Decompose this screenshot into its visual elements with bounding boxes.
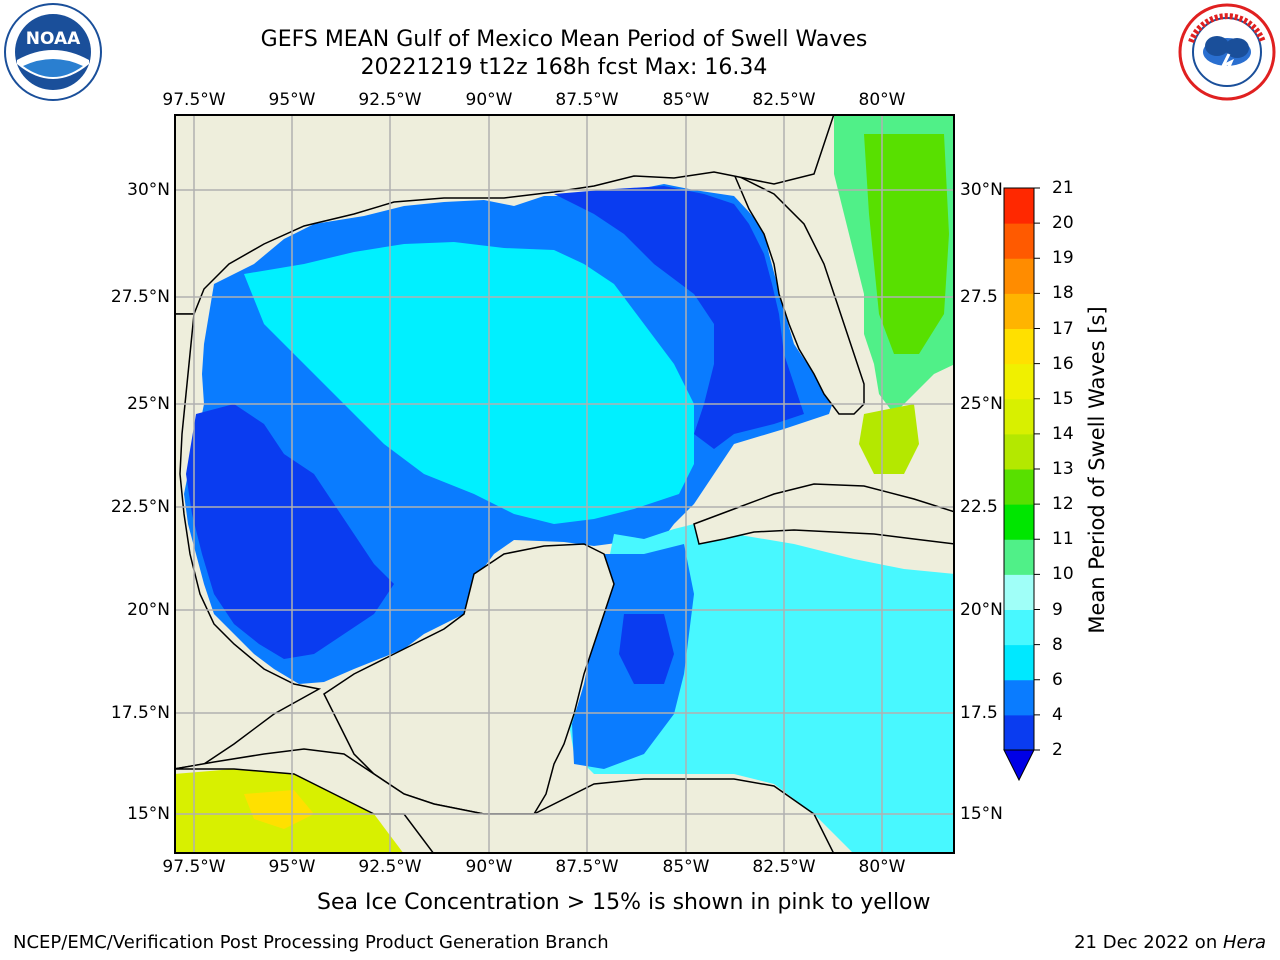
lon-tick-top: 95°W — [268, 90, 316, 110]
lat-tick-right: 20°N — [960, 600, 1003, 620]
atlantic-brightgreen-region — [864, 134, 949, 354]
colorbar-segment — [1004, 644, 1034, 681]
colorbar-tick-label: 11 — [1052, 529, 1074, 550]
lon-tick-top: 85°W — [662, 90, 710, 110]
colorbar-segment — [1004, 223, 1034, 259]
lon-tick-top: 90°W — [465, 90, 513, 110]
lat-tick-right: 15°N — [960, 804, 1003, 824]
footer-host: Hera — [1222, 932, 1266, 953]
colorbar-extend-min — [1003, 749, 1035, 782]
lon-tick-bottom: 82.5°W — [752, 857, 816, 877]
noaa-logo-text: NOAA — [26, 29, 81, 49]
north-gulf-coast-landmass — [174, 114, 955, 315]
footer-date: 21 Dec 2022 on Hera — [1074, 932, 1266, 953]
colorbar-tick-label: 2 — [1052, 740, 1063, 760]
lat-tick-left: 27.5°N — [110, 287, 170, 307]
lat-tick-left: 22.5°N — [110, 497, 170, 517]
lat-tick-right: 25°N — [960, 394, 1003, 414]
nws-logo-icon — [1178, 3, 1276, 101]
colorbar-segment — [1004, 469, 1034, 505]
lon-tick-top: 82.5°W — [752, 90, 816, 110]
colorbar-tick-label: 14 — [1052, 423, 1074, 444]
map-frame — [174, 114, 955, 854]
mexico-coast-landmass — [174, 313, 322, 770]
colorbar-tick-label: 9 — [1052, 599, 1063, 620]
colorbar-segment — [1004, 539, 1034, 575]
colorbar-segment — [1004, 679, 1034, 716]
colorbar-tick-label: 17 — [1052, 318, 1074, 339]
chart-title: GEFS MEAN Gulf of Mexico Mean Period of … — [260, 27, 868, 52]
colorbar-tick-label: 16 — [1052, 353, 1074, 374]
footer-date-text: 21 Dec 2022 on — [1074, 932, 1223, 953]
gulf-cyan-core — [244, 242, 694, 524]
colorbar-segment — [1004, 714, 1034, 751]
colorbar-segment — [1004, 363, 1034, 400]
colorbar-tick-label: 6 — [1052, 669, 1063, 690]
colorbar-tick-label: 20 — [1052, 213, 1074, 234]
colorbar-tick-label: 8 — [1052, 634, 1063, 655]
colorbar-tick-label: 10 — [1052, 564, 1074, 585]
colorbar-segment — [1004, 609, 1034, 646]
map-panel — [174, 114, 955, 854]
lon-tick-bottom: 87.5°W — [555, 857, 619, 877]
lon-tick-bottom: 92.5°W — [358, 857, 422, 877]
central-america-landmass — [174, 748, 835, 854]
colorbar-segment — [1004, 258, 1034, 294]
caribbean-darkblue-patch — [619, 614, 674, 684]
colorbar-tick-label: 21 — [1052, 178, 1074, 198]
colorbar-tick-label: 19 — [1052, 248, 1074, 269]
lat-tick-left: 17.5°N — [110, 703, 170, 723]
colorbar-segment — [1004, 188, 1034, 224]
lat-tick-left: 20°N — [127, 600, 170, 620]
lon-tick-top: 87.5°W — [555, 90, 619, 110]
lat-tick-right: 22.5 — [960, 497, 998, 517]
footer-producer: NCEP/EMC/Verification Post Processing Pr… — [13, 932, 609, 953]
colorbar-segment — [1004, 504, 1034, 540]
colorbar — [1003, 187, 1040, 782]
lat-tick-left: 30°N — [127, 180, 170, 200]
colorbar-segment — [1004, 574, 1034, 610]
colorbar-segment — [1004, 293, 1034, 329]
colorbar-tick-label: 4 — [1052, 704, 1063, 725]
lon-tick-bottom: 80°W — [858, 857, 906, 877]
colorbar-segment — [1004, 433, 1034, 470]
lon-tick-bottom: 90°W — [465, 857, 513, 877]
colorbar-tick-label: 12 — [1052, 494, 1074, 515]
lat-tick-left: 25°N — [127, 394, 170, 414]
colorbar-segment — [1004, 398, 1034, 435]
sea-ice-note: Sea Ice Concentration > 15% is shown in … — [317, 890, 931, 915]
lat-tick-right: 30°N — [960, 180, 1003, 200]
map-graticule — [174, 114, 955, 854]
lat-tick-left: 15°N — [127, 804, 170, 824]
chart-subtitle-run: 20221219 t12z 168h fcst Max: 16.34 — [360, 55, 768, 80]
pacific-orange-patch — [244, 790, 314, 829]
lon-tick-top: 92.5°W — [358, 90, 422, 110]
gulf-darkblue-west — [186, 404, 394, 659]
florida-landmass — [732, 172, 865, 415]
colorbar-tick-label: 13 — [1052, 459, 1074, 479]
cuba-landmass — [693, 483, 955, 545]
lon-tick-bottom: 85°W — [662, 857, 710, 877]
lat-tick-right: 17.5 — [960, 703, 998, 723]
lon-tick-bottom: 95°W — [268, 857, 316, 877]
lat-tick-right: 27.5 — [960, 287, 998, 307]
noaa-logo-icon: NOAA — [4, 3, 102, 101]
colorbar-tick-label: 18 — [1052, 283, 1074, 304]
colorbar-label: Mean Period of Swell Waves [s] — [1085, 306, 1109, 634]
colorbar-tick-label: 15 — [1052, 388, 1074, 409]
lon-tick-bottom: 97.5°W — [162, 857, 226, 877]
lon-tick-top: 97.5°W — [162, 90, 226, 110]
colorbar-segment — [1004, 328, 1034, 365]
bahamas-yellowgreen-patch — [859, 404, 919, 474]
lon-tick-top: 80°W — [858, 90, 906, 110]
gulf-darkblue-east — [554, 186, 804, 449]
